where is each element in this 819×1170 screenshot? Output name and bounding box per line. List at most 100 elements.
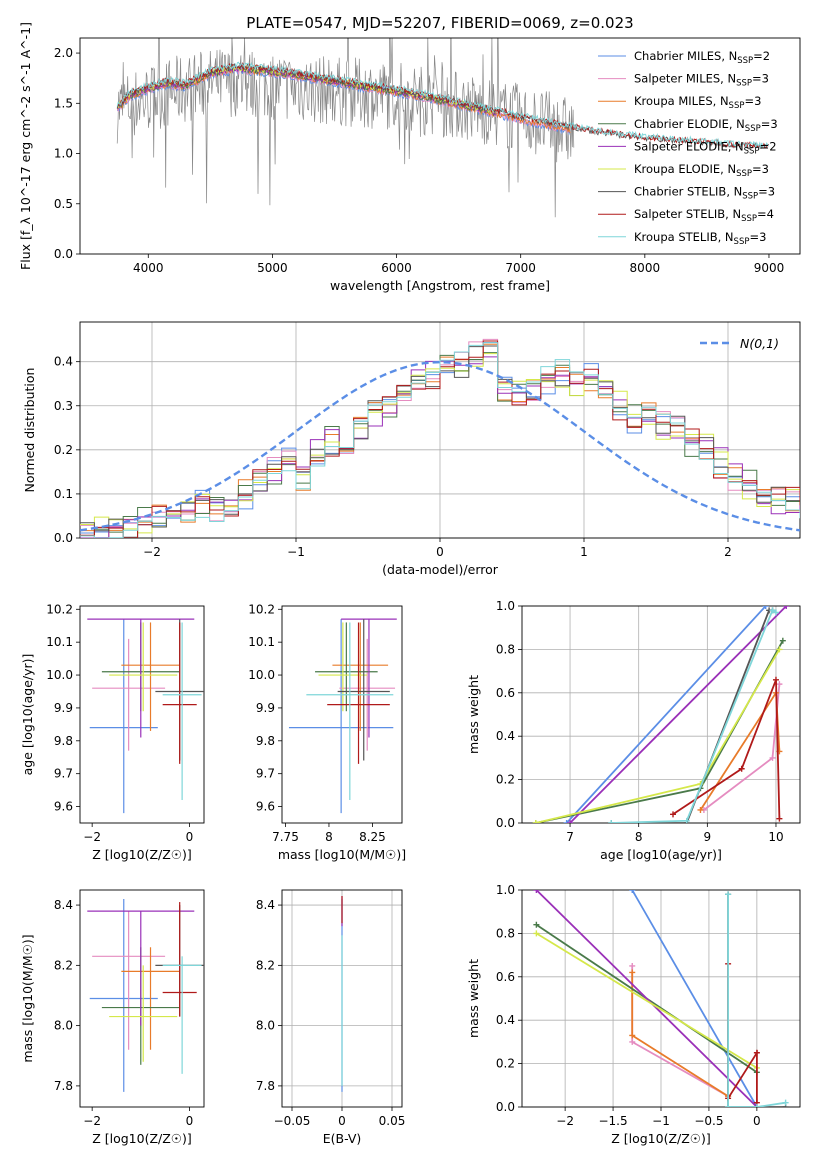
mass-weight-line: [535, 890, 758, 1107]
y-tick-label: 0.5: [54, 197, 73, 211]
errorbar-point: [162, 902, 197, 1017]
mass-weight-marker: [629, 890, 636, 893]
errorbar-point: [92, 911, 166, 1050]
y-tick-label: 0.0: [496, 1100, 515, 1114]
y-tick-label: 9.9: [256, 701, 275, 715]
spectrum-axes: 4000 5000 6000 7000 8000 9000 0.0 0.5 1.0 1.5 2.0 w…: [18, 22, 801, 293]
x-tick-label: 4000: [133, 261, 164, 275]
residuals-frame: [79, 321, 801, 539]
y-tick-label: 10.0: [46, 668, 73, 682]
y-tick-label: 0.0: [496, 816, 515, 830]
spectrum-legend: Chabrier MILES, NSSP=2 Salpeter MILES, NS…: [598, 49, 778, 247]
x-tick-label: 7: [566, 830, 574, 844]
errorbar-point: [87, 910, 195, 1026]
y-tick-label: 1.0: [54, 147, 73, 161]
legend-entry: Salpeter MILES, NSSP=3: [634, 72, 769, 89]
mass-weight-marker: [533, 890, 540, 893]
x-tick-label: −0.5: [694, 1114, 723, 1128]
x-tick-label: 7000: [505, 261, 536, 275]
y-tick-label: 0.8: [496, 926, 515, 940]
massweight_vs_age-ylabel: mass weight: [466, 675, 481, 754]
x-tick-label: 8: [325, 830, 333, 844]
histogram-line: [80, 342, 800, 538]
x-tick-label: −1: [287, 545, 305, 559]
mass-weight-line: [611, 608, 777, 823]
x-tick-label: 0: [186, 1114, 194, 1128]
spectrum-data-line: [116, 38, 575, 218]
y-tick-label: 10.0: [248, 668, 275, 682]
x-tick-label: 9000: [754, 261, 785, 275]
mass_vs_Z-ylabel: mass [log10(M/M☉)]: [20, 934, 35, 1062]
errorbar-point: [162, 622, 202, 800]
mass-weight-marker: [769, 607, 776, 614]
age_vs_Z-axes: −2 0 9.6 9.7 9.8 9.9 10.0 10.1 10.2 Z [log10(Z/Z☉…: [20, 602, 205, 862]
mass-weight-marker: [725, 1104, 732, 1107]
age_vs_Z-frame: [79, 605, 205, 824]
errorbar-point: [162, 956, 202, 1074]
errorbar-point: [337, 619, 390, 761]
figure-title: PLATE=0547, MJD=52207, FIBERID=0069, z=0…: [246, 14, 633, 32]
mass_vs_ebv-axes: −0.05 0 0.05 7.8 8.0 8.2 8.4 E(B-V): [256, 889, 405, 1146]
age_vs_Z-xlabel: Z [log10(Z/Z☉)]: [92, 847, 192, 862]
legend-entry: Kroupa STELIB, NSSP=3: [634, 230, 766, 247]
x-tick-label: 2: [724, 545, 732, 559]
y-tick-label: 8.0: [54, 1019, 73, 1033]
mass-weight-line: [611, 609, 773, 823]
mass-weight-line: [631, 972, 729, 1097]
spectrum-ylabel: Flux [f_λ 10^-17 erg cm^-2 s^-1 A^-1]: [18, 22, 33, 270]
mass-weight-marker: [563, 820, 570, 823]
age_vs_mass-frame: [281, 605, 403, 824]
massweight_vs_Z-plot-area: [533, 890, 789, 1107]
mass-weight-line: [565, 606, 767, 823]
histogram-line: [80, 338, 800, 528]
y-tick-label: 0.4: [496, 729, 515, 743]
y-tick-label: 10.2: [46, 602, 73, 616]
age_vs_mass-axes: 7.75 8 8.25 9.6 9.7 9.8 9.9 10.0 10.1 10.2 mass [l…: [248, 602, 406, 862]
age_vs_mass-plot-area: [288, 618, 397, 814]
errorbar-point: [162, 622, 197, 764]
x-tick-label: −2: [83, 1114, 101, 1128]
y-tick-label: 0.2: [496, 1057, 515, 1071]
x-tick-label: −1.5: [598, 1114, 627, 1128]
mass-weight-marker: [629, 969, 636, 976]
histogram-line: [80, 353, 800, 534]
x-tick-label: −2: [83, 830, 101, 844]
errorbar-point: [315, 622, 378, 712]
massweight_vs_age-plot-area: [532, 606, 790, 823]
mass_vs_Z-axes: −2 0 7.8 8.0 8.2 8.4 Z [log10(Z/Z☉)] mass [log1…: [20, 889, 205, 1146]
residuals-ylabel: Normed distribution: [22, 368, 37, 493]
mass-weight-marker: [608, 820, 615, 823]
y-tick-label: 10.2: [248, 602, 275, 616]
x-tick-label: 6000: [381, 261, 412, 275]
mass-weight-line: [727, 894, 786, 1107]
mass-weight-marker: [532, 820, 539, 823]
y-tick-label: 0.4: [496, 1013, 515, 1027]
mass_vs_ebv-xlabel: E(B-V): [323, 1131, 362, 1146]
mass-weight-line: [699, 689, 781, 811]
y-tick-label: 0.1: [54, 487, 73, 501]
y-tick-label: 8.2: [54, 958, 73, 972]
errorbar-point: [89, 899, 158, 1092]
massweight_vs_Z-xlabel: Z [log10(Z/Z☉)]: [611, 1131, 711, 1146]
y-tick-label: 8.0: [256, 1019, 275, 1033]
errorbar-point: [109, 622, 178, 712]
mass-weight-marker: [762, 606, 769, 609]
x-tick-label: 8.25: [359, 830, 386, 844]
y-tick-label: 2.0: [54, 46, 73, 60]
x-tick-label: 10: [768, 830, 783, 844]
y-tick-label: 9.8: [256, 734, 275, 748]
y-tick-label: 9.9: [54, 701, 73, 715]
age_vs_Z-plot-area: [87, 618, 204, 814]
y-tick-label: 0.0: [54, 531, 73, 545]
age_vs_mass-xlabel: mass [log10(M/M☉)]: [278, 847, 406, 862]
x-tick-label: 0: [436, 545, 444, 559]
massweight_vs_age-xlabel: age [log10(age/yr)]: [600, 847, 722, 862]
legend-entry: Chabrier ELODIE, NSSP=3: [634, 117, 778, 134]
y-tick-label: 0.2: [496, 773, 515, 787]
errorbar-point: [89, 619, 158, 814]
mass-weight-marker: [670, 811, 677, 818]
massweight_vs_Z-axes: −2 −1.5 −1 −0.5 0 0.0 0.2 0.4 0.6 0.8 1.0 Z [log10(…: [466, 883, 801, 1146]
mass-weight-marker: [779, 637, 786, 644]
y-tick-label: 1.0: [496, 883, 515, 897]
